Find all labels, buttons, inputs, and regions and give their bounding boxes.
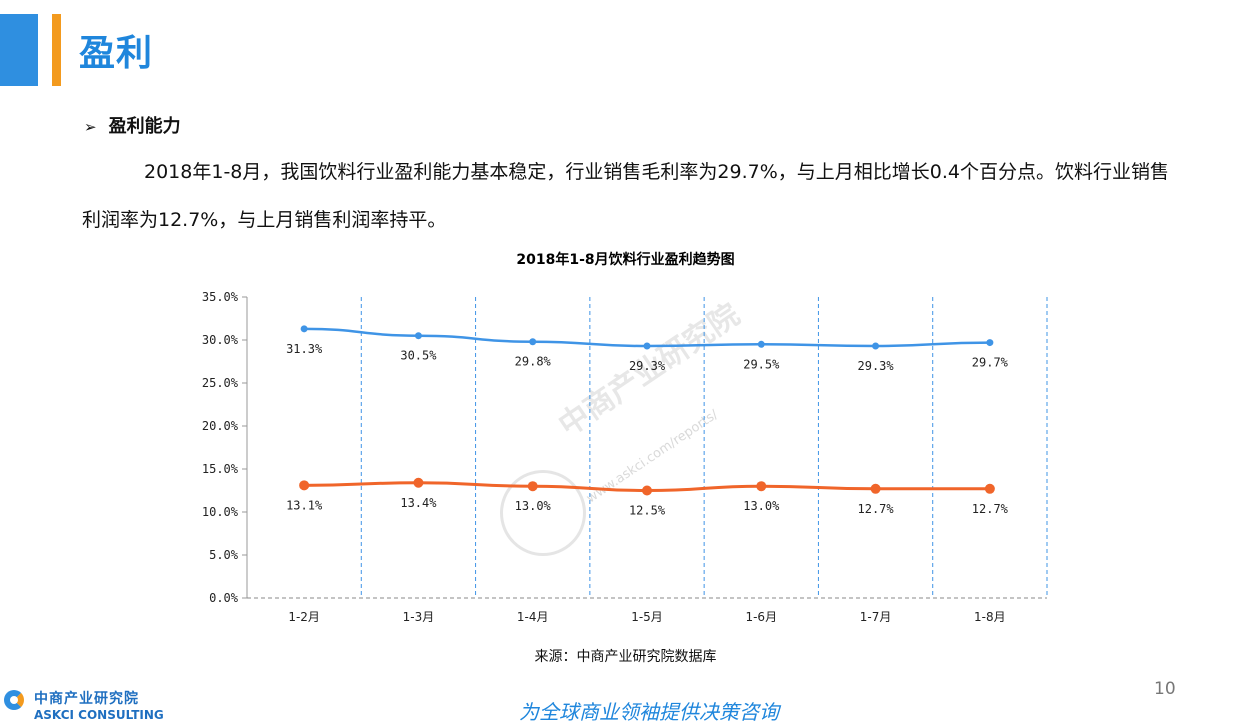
data-point — [414, 332, 422, 340]
data-point — [870, 483, 881, 494]
y-tick-label: 0.0% — [209, 591, 239, 605]
footer-slogan: 为全球商业领袖提供决策咨询 — [519, 700, 779, 724]
data-label: 12.7% — [858, 502, 895, 516]
data-point — [413, 477, 424, 488]
data-point — [529, 338, 537, 346]
company-logo-icon — [4, 690, 24, 710]
x-tick-label: 1-8月 — [974, 610, 1006, 624]
data-label: 13.0% — [743, 499, 780, 513]
data-label: 31.3% — [286, 342, 323, 356]
data-label: 29.3% — [858, 359, 895, 373]
header-accent-bar-blue — [0, 14, 38, 86]
y-tick-label: 10.0% — [202, 505, 239, 519]
x-tick-label: 1-6月 — [745, 610, 777, 624]
chart-title: 2018年1-8月饮料行业盈利趋势图 — [516, 252, 735, 268]
y-tick-label: 5.0% — [209, 548, 239, 562]
logo-text-en: ASKCI CONSULTING — [34, 708, 164, 722]
data-point — [757, 340, 765, 348]
data-point — [986, 339, 994, 347]
data-point — [642, 485, 652, 496]
x-tick-label: 1-5月 — [631, 610, 663, 624]
body-paragraph: 2018年1-8月，我国饮料行业盈利能力基本稳定，行业销售毛利率为29.7%，与… — [82, 161, 1169, 231]
section-heading: ➢ 盈利能力 — [84, 112, 181, 138]
page-title: 盈利 — [79, 33, 154, 74]
x-tick-label: 1-7月 — [860, 610, 892, 624]
data-point — [984, 483, 995, 494]
y-tick-label: 20.0% — [202, 419, 239, 433]
data-point — [300, 325, 308, 333]
y-tick-label: 30.0% — [202, 333, 239, 347]
y-tick-label: 15.0% — [202, 462, 239, 476]
data-point — [527, 481, 538, 492]
y-tick-label: 25.0% — [202, 376, 239, 390]
data-point — [872, 342, 880, 350]
header-accent-bar-orange — [52, 14, 61, 86]
chart-source: 来源：中商产业研究院数据库 — [534, 649, 717, 665]
data-label: 29.3% — [629, 359, 666, 373]
data-label: 13.1% — [286, 498, 323, 512]
logo-text-cn: 中商产业研究院 — [34, 691, 139, 707]
data-label: 13.4% — [400, 496, 437, 510]
data-label: 30.5% — [400, 349, 437, 363]
x-tick-label: 1-3月 — [403, 610, 435, 624]
data-label: 29.8% — [515, 355, 552, 369]
data-label: 12.7% — [972, 502, 1009, 516]
data-label: 13.0% — [515, 499, 552, 513]
data-label: 12.5% — [629, 504, 666, 518]
data-point — [756, 481, 767, 492]
y-tick-label: 35.0% — [202, 290, 239, 304]
section-heading-label: 盈利能力 — [108, 116, 181, 137]
data-point — [643, 342, 651, 350]
watermark-logo-icon — [500, 470, 586, 556]
x-tick-label: 1-4月 — [517, 610, 549, 624]
page-number: 10 — [1154, 679, 1176, 699]
data-label: 29.7% — [972, 356, 1009, 370]
data-point — [299, 480, 310, 491]
x-tick-label: 1-2月 — [288, 610, 320, 624]
data-label: 29.5% — [743, 357, 780, 371]
arrow-bullet-icon: ➢ — [84, 118, 97, 136]
